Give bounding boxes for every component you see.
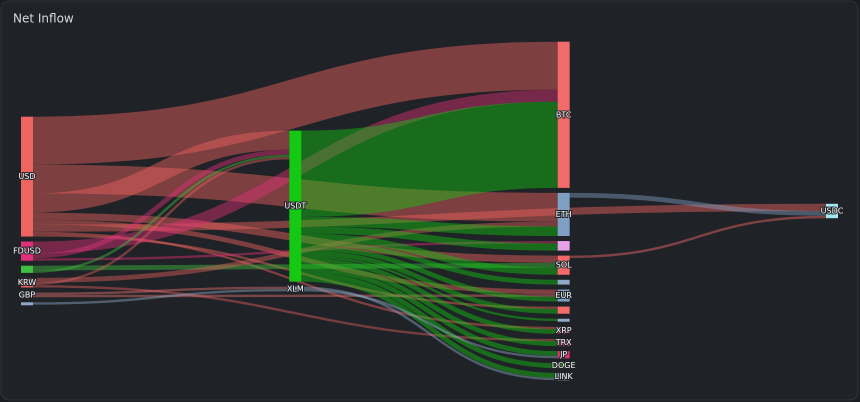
node-label: SOL bbox=[556, 261, 572, 270]
link bbox=[301, 216, 558, 237]
node-label: XLM bbox=[287, 284, 304, 293]
node-label: GBP bbox=[19, 290, 36, 299]
link bbox=[569, 215, 827, 259]
node-label: FDUSD bbox=[13, 247, 41, 256]
link bbox=[301, 255, 558, 322]
link bbox=[301, 257, 558, 334]
link bbox=[301, 240, 558, 285]
link bbox=[301, 245, 558, 302]
link bbox=[32, 41, 558, 165]
node bbox=[289, 130, 302, 282]
node bbox=[21, 241, 33, 261]
node-label: TRX bbox=[555, 338, 572, 347]
node-label: XRP bbox=[556, 326, 572, 335]
nodes: USD FDUSD KRW GBP USDT XLM BTC ETH SOL EUR XRP TRX J… bbox=[12, 41, 845, 382]
node bbox=[557, 363, 570, 369]
link bbox=[301, 250, 558, 314]
node-label: USDC bbox=[821, 207, 844, 216]
node bbox=[557, 338, 570, 347]
node bbox=[21, 302, 33, 306]
node bbox=[557, 192, 570, 237]
link bbox=[301, 233, 558, 275]
link bbox=[301, 226, 558, 251]
node bbox=[21, 277, 33, 288]
chart-title: Net Inflow bbox=[13, 12, 74, 26]
node-label: EUR bbox=[555, 291, 572, 300]
node bbox=[557, 279, 570, 285]
link bbox=[569, 192, 827, 216]
node bbox=[557, 41, 570, 188]
node-label: LINK bbox=[555, 372, 574, 381]
node bbox=[21, 292, 33, 298]
node bbox=[557, 241, 570, 251]
node-label: ETH bbox=[556, 210, 572, 219]
link bbox=[301, 262, 558, 347]
link bbox=[32, 285, 558, 342]
link bbox=[32, 154, 290, 273]
link bbox=[301, 288, 558, 359]
node-label: USD bbox=[18, 172, 35, 181]
link bbox=[32, 130, 290, 213]
node bbox=[557, 326, 570, 334]
link bbox=[32, 288, 290, 305]
node-label: BTC bbox=[556, 110, 572, 119]
node bbox=[289, 286, 302, 292]
link bbox=[301, 276, 558, 378]
link bbox=[32, 286, 290, 295]
node bbox=[21, 116, 33, 237]
link bbox=[301, 272, 558, 369]
node bbox=[557, 306, 570, 314]
node bbox=[557, 318, 570, 322]
node bbox=[557, 373, 570, 381]
node-label: USDT bbox=[284, 202, 306, 211]
node-label: DOGE bbox=[552, 361, 576, 370]
link bbox=[301, 267, 558, 356]
node bbox=[826, 203, 838, 219]
node bbox=[21, 265, 33, 273]
node bbox=[557, 255, 570, 275]
node-label: KRW bbox=[18, 278, 36, 287]
link bbox=[301, 101, 558, 217]
node bbox=[557, 289, 570, 302]
link bbox=[32, 294, 558, 298]
link bbox=[32, 156, 290, 286]
link bbox=[32, 149, 290, 259]
link bbox=[301, 286, 558, 381]
link bbox=[32, 203, 827, 232]
node bbox=[557, 351, 570, 359]
node-label: JP bbox=[559, 350, 567, 359]
